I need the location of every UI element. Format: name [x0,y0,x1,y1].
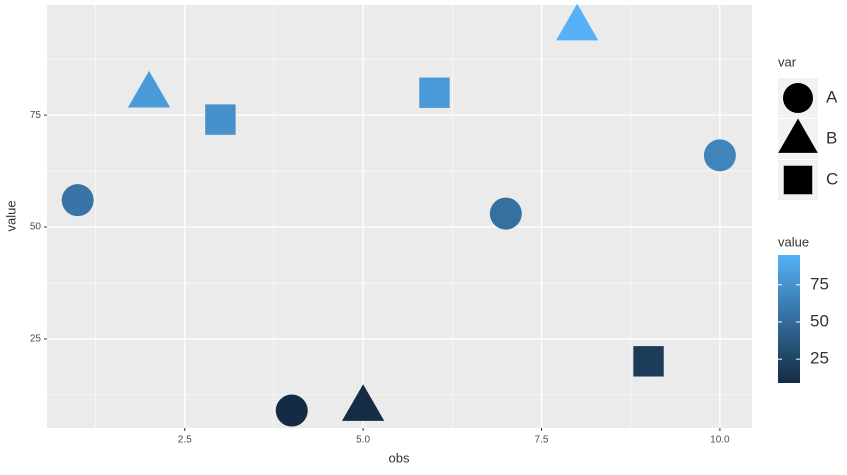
shape-legend-title: var [778,54,797,69]
point [127,70,171,108]
legend-label: A [826,87,838,106]
marks [61,3,736,427]
point [633,346,664,377]
point [419,77,450,108]
color-legend-title: value [778,234,809,249]
x-tick-label: 7.5 [535,435,549,446]
colorbar-label: 75 [810,274,829,293]
point [489,197,522,230]
legend-symbol [778,118,818,153]
legend-label: B [826,128,837,147]
y-tick-label: 75 [30,110,42,121]
point [556,3,599,41]
y-tick-label: 25 [30,334,42,345]
colorbar [778,255,800,383]
x-tick-label: 10.0 [710,435,730,446]
y-tick-label: 50 [30,222,42,233]
colorbar-label: 25 [810,349,829,368]
x-axis-title: obs [389,450,410,465]
x-tick-label: 2.5 [178,435,192,446]
point [275,394,308,427]
y-axis-title: value [3,200,18,231]
point [703,139,736,172]
x-tick-label: 5.0 [356,435,370,446]
colorbar-label: 50 [810,311,829,330]
point [341,384,385,421]
point [205,104,236,135]
point [61,184,94,217]
legend-symbol [783,165,813,195]
grid [47,5,752,428]
legend-label: C [826,169,838,188]
legend-symbol [783,83,813,113]
